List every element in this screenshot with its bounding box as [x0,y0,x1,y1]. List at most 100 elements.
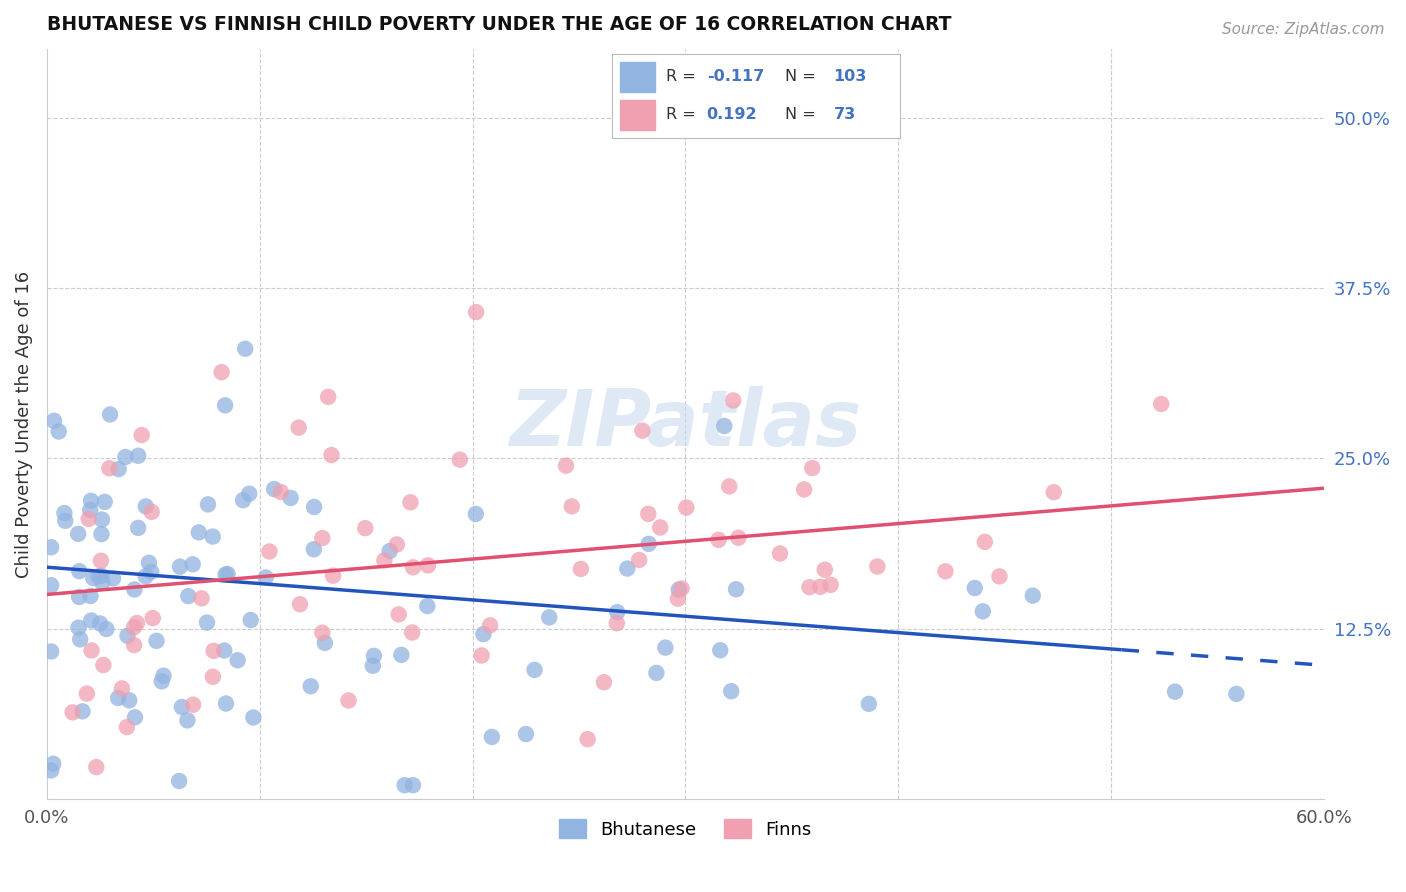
Point [481,730,503,744]
Point [363,648,385,663]
Point [675,500,697,515]
Point [963,581,986,595]
Point [87,569,110,583]
Point [631,424,654,438]
Point [96,622,118,636]
Point [416,599,439,613]
Point [90,527,112,541]
Point [270,485,292,500]
Point [107,462,129,476]
Point [606,605,628,619]
Point [111,681,134,696]
Point [399,495,422,509]
Point [93,495,115,509]
Point [90,554,112,568]
Point [316,390,339,404]
Point [616,561,638,575]
Point [287,420,309,434]
Text: BHUTANESE VS FINNISH CHILD POVERTY UNDER THE AGE OF 16 CORRELATION CHART: BHUTANESE VS FINNISH CHILD POVERTY UNDER… [46,15,952,34]
Point [666,591,689,606]
Point [39,644,62,658]
Point [117,629,139,643]
Point [76,687,98,701]
Point [190,591,212,606]
Point [53,514,76,528]
Point [124,582,146,597]
Legend: Bhutanese, Finns: Bhutanese, Finns [553,813,818,846]
Point [115,720,138,734]
Point [671,582,693,596]
Point [668,582,690,597]
Point [39,578,62,592]
Point [48,425,70,439]
Point [135,500,157,514]
Point [67,527,90,541]
Point [122,620,145,634]
Point [138,556,160,570]
Point [389,648,412,662]
Point [302,542,325,557]
Point [215,697,238,711]
Point [361,658,384,673]
Point [449,452,471,467]
Point [263,482,285,496]
Text: N =: N = [785,107,821,122]
Point [866,559,889,574]
Point [125,615,148,630]
Point [233,342,256,356]
Point [314,636,336,650]
Point [167,774,190,789]
Point [214,567,236,582]
Point [973,534,995,549]
Point [84,760,107,774]
Point [799,580,821,594]
Text: R =: R = [666,107,702,122]
Text: N =: N = [785,69,821,84]
Point [416,558,439,573]
Point [39,764,62,778]
Point [858,697,880,711]
Point [150,674,173,689]
Point [42,756,65,771]
Point [124,710,146,724]
Point [645,665,668,680]
Point [373,553,395,567]
Point [288,597,311,611]
Point [561,500,583,514]
Point [131,428,153,442]
Point [538,610,561,624]
Point [169,559,191,574]
Point [713,419,735,434]
Point [972,604,994,618]
Point [107,691,129,706]
Point [114,450,136,464]
Point [212,643,235,657]
Point [259,544,281,558]
Point [98,461,121,475]
Point [1150,397,1173,411]
Point [378,544,401,558]
Point [720,684,742,698]
Point [793,483,815,497]
Point [142,611,165,625]
Point [280,491,302,505]
Point [80,643,103,657]
Point [82,571,104,585]
Point [727,531,749,545]
Point [401,625,423,640]
Point [217,567,239,582]
Point [67,564,90,578]
Point [62,706,84,720]
Point [101,571,124,585]
Y-axis label: Child Poverty Under the Age of 16: Child Poverty Under the Age of 16 [15,270,32,578]
Point [354,521,377,535]
Point [195,615,218,630]
Point [89,616,111,631]
Point [232,493,254,508]
Point [93,658,115,673]
Point [593,675,616,690]
Point [214,398,236,412]
Text: -0.117: -0.117 [707,69,763,84]
Point [201,530,224,544]
Point [472,627,495,641]
